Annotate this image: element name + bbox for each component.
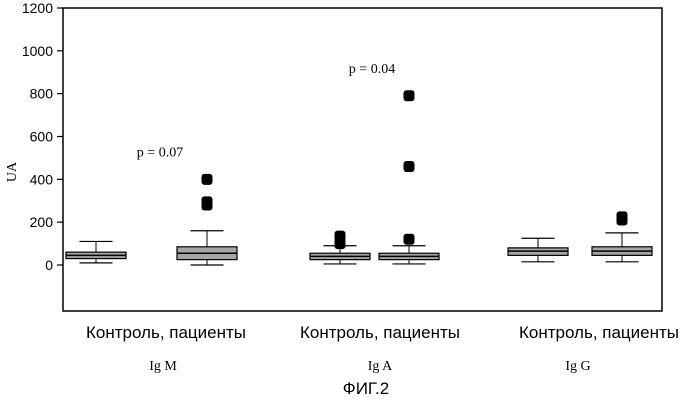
y-tick-label: 600 bbox=[30, 129, 54, 145]
box-patients bbox=[591, 211, 653, 263]
box-control bbox=[507, 237, 569, 263]
y-tick-label: 200 bbox=[30, 214, 54, 230]
group-label: Ig A bbox=[368, 359, 393, 374]
box-groups: p = 0.07 p = 0.04 bbox=[65, 62, 653, 266]
box-patients bbox=[378, 90, 440, 265]
outlier-point bbox=[403, 160, 415, 172]
category-label: Контроль, пациенты bbox=[519, 323, 679, 342]
y-tick-label: 400 bbox=[30, 171, 54, 187]
outlier-point bbox=[403, 233, 415, 245]
box-control bbox=[309, 230, 371, 265]
figure-caption: ФИГ.2 bbox=[343, 379, 389, 398]
y-tick-label: 1200 bbox=[22, 0, 53, 16]
outlier-point bbox=[403, 90, 415, 102]
plot-frame bbox=[62, 7, 663, 312]
outlier-point bbox=[334, 230, 346, 242]
y-axis-label: UA bbox=[5, 161, 20, 182]
y-tick-label: 1000 bbox=[22, 43, 53, 59]
group-label: Ig M bbox=[149, 359, 177, 374]
y-tick-label: 0 bbox=[45, 257, 53, 273]
group-label: Ig G bbox=[565, 359, 590, 374]
outlier-point bbox=[201, 196, 213, 208]
category-label: Контроль, пациенты bbox=[86, 323, 246, 342]
box-group: p = 0.04 bbox=[309, 62, 440, 265]
p-value-annotation: p = 0.04 bbox=[349, 62, 395, 77]
box-control bbox=[65, 240, 127, 264]
box-group: p = 0.07 bbox=[65, 145, 238, 266]
box-patients bbox=[176, 173, 238, 266]
box-group bbox=[507, 211, 653, 263]
category-label: Контроль, пациенты bbox=[300, 323, 460, 342]
y-axis: 0 200 400 600 800 1000 1200 bbox=[22, 0, 63, 273]
p-value-annotation: p = 0.07 bbox=[137, 145, 183, 160]
y-tick-label: 800 bbox=[30, 86, 54, 102]
outlier-point bbox=[201, 173, 213, 185]
x-axis-labels: Контроль, пациенты Ig M Контроль, пациенты… bbox=[86, 323, 679, 374]
outlier-point bbox=[616, 211, 628, 223]
